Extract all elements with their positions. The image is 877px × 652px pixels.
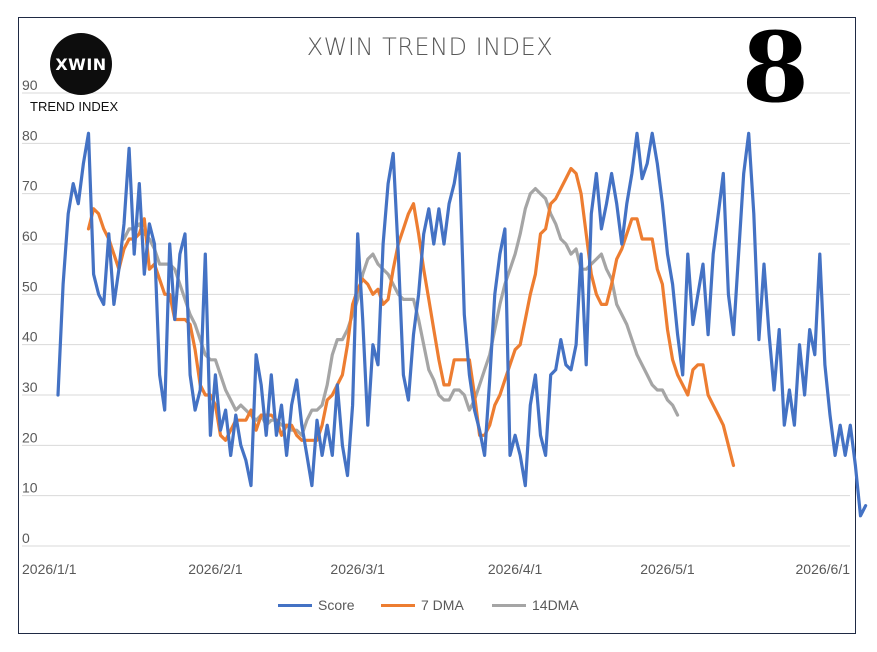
series-line-score bbox=[56, 131, 868, 518]
series-lines bbox=[56, 131, 868, 518]
y-tick-label: 30 bbox=[22, 379, 38, 395]
y-tick-label: 40 bbox=[22, 329, 38, 345]
legend-item-score: Score bbox=[278, 597, 355, 613]
y-tick-label: 20 bbox=[22, 429, 38, 445]
y-tick-label: 50 bbox=[22, 278, 38, 294]
legend-item-14dma: 14DMA bbox=[492, 597, 579, 613]
y-tick-label: 80 bbox=[22, 127, 38, 143]
x-tick-label: 2026/1/1 bbox=[22, 561, 77, 577]
gridlines bbox=[22, 92, 850, 547]
legend-label-14dma: 14DMA bbox=[532, 597, 579, 613]
x-tick-label: 2026/2/1 bbox=[188, 561, 243, 577]
xwin-logo: XWIN bbox=[50, 33, 112, 95]
legend-swatch-14dma bbox=[492, 603, 526, 607]
legend-label-score: Score bbox=[318, 597, 355, 613]
x-axis-ticks: 2026/1/1 2026/2/1 2026/3/1 2026/4/1 2026/5/1… bbox=[22, 561, 850, 577]
legend-swatch-score bbox=[278, 603, 312, 607]
x-tick-label: 2026/5/1 bbox=[640, 561, 695, 577]
logo-subtitle: TREND INDEX bbox=[30, 99, 119, 114]
y-tick-label: 90 bbox=[22, 77, 38, 93]
chart-title: XWIN TREND INDEX bbox=[306, 33, 554, 61]
legend-item-7dma: 7 DMA bbox=[381, 597, 464, 613]
logo-text: XWIN bbox=[55, 54, 107, 74]
series-line-7-dma bbox=[86, 166, 736, 468]
current-index-value: 8 bbox=[742, 11, 809, 124]
y-axis-ticks: 0 10 20 30 40 50 60 70 80 90 bbox=[22, 77, 38, 546]
legend-swatch-7dma bbox=[381, 603, 415, 607]
legend-label-7dma: 7 DMA bbox=[421, 597, 464, 613]
y-tick-label: 10 bbox=[22, 480, 38, 496]
x-tick-label: 2026/4/1 bbox=[488, 561, 543, 577]
y-tick-label: 70 bbox=[22, 178, 38, 194]
chart-frame bbox=[18, 17, 856, 634]
y-tick-label: 60 bbox=[22, 228, 38, 244]
x-tick-label: 2026/6/1 bbox=[796, 561, 851, 577]
x-tick-label: 2026/3/1 bbox=[330, 561, 385, 577]
y-tick-label: 0 bbox=[22, 530, 30, 546]
